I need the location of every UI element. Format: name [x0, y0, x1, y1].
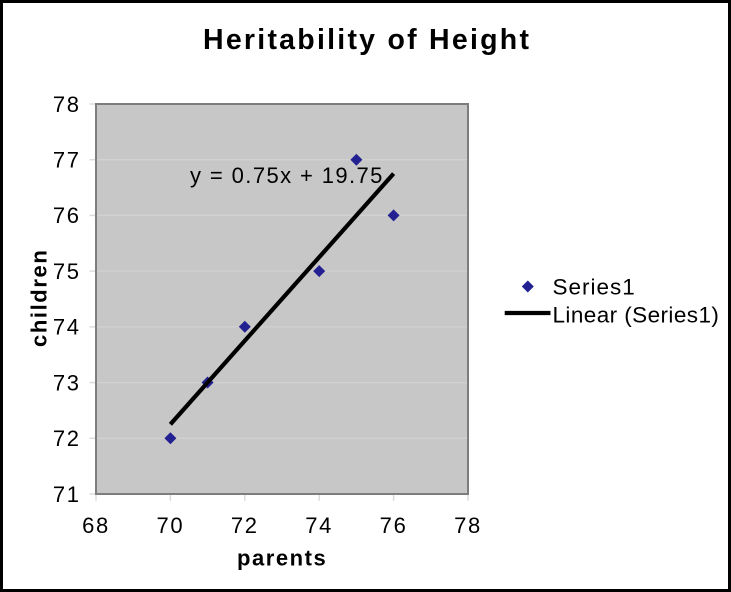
svg-text:y = 0.75x + 19.75: y = 0.75x + 19.75 — [190, 163, 384, 188]
svg-text:74: 74 — [305, 513, 333, 538]
svg-text:78: 78 — [53, 92, 81, 117]
svg-text:Linear (Series1): Linear (Series1) — [553, 303, 720, 328]
svg-text:Series1: Series1 — [553, 274, 636, 299]
svg-text:76: 76 — [53, 203, 81, 228]
svg-text:children: children — [27, 249, 52, 347]
svg-text:71: 71 — [53, 482, 81, 507]
svg-text:70: 70 — [156, 513, 184, 538]
svg-text:75: 75 — [53, 259, 81, 284]
svg-text:76: 76 — [380, 513, 408, 538]
svg-text:parents: parents — [237, 546, 327, 571]
svg-text:73: 73 — [53, 370, 81, 395]
svg-text:72: 72 — [231, 513, 259, 538]
svg-text:74: 74 — [53, 315, 81, 340]
svg-text:77: 77 — [53, 148, 81, 173]
svg-text:Heritability of Height: Heritability of Height — [203, 24, 531, 56]
svg-text:78: 78 — [454, 513, 482, 538]
svg-text:72: 72 — [53, 426, 81, 451]
svg-text:68: 68 — [82, 513, 110, 538]
